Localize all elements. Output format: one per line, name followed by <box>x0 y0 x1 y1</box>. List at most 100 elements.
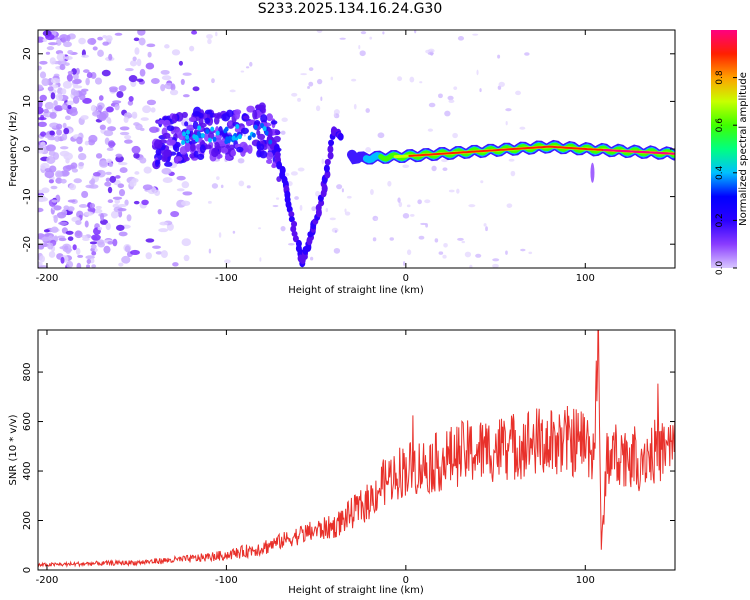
noise-speck <box>81 54 90 58</box>
noise-speck <box>50 77 61 84</box>
noise-speck <box>461 240 466 244</box>
noise-speck <box>170 83 176 91</box>
colorbar-gradient <box>711 30 737 268</box>
noise-speck <box>281 117 288 123</box>
noise-speck <box>469 264 473 268</box>
noise-speck <box>77 152 87 161</box>
noise-speck <box>150 77 160 85</box>
signal-core <box>264 130 269 136</box>
noise-speck <box>44 134 52 139</box>
signal-core <box>253 124 258 130</box>
noise-speck <box>65 230 74 235</box>
noise-speck <box>60 178 67 184</box>
noise-speck <box>520 248 526 252</box>
noise-speck <box>316 78 323 85</box>
noise-speck <box>66 100 74 106</box>
noise-speck <box>61 36 67 44</box>
noise-speck <box>372 237 377 242</box>
noise-speck <box>90 104 97 112</box>
noise-speck <box>146 43 156 48</box>
snr-y-tick-label: 0 <box>22 567 33 573</box>
noise-speck <box>160 83 166 92</box>
noise-speck <box>128 75 138 83</box>
noise-speck <box>438 251 444 255</box>
noise-speck <box>374 217 378 221</box>
noise-speck <box>39 94 47 102</box>
noise-speck <box>67 236 74 241</box>
noise-speck <box>154 189 161 196</box>
noise-speck <box>44 168 52 173</box>
spectrogram-y-tick-label: -10 <box>22 188 33 204</box>
noise-speck <box>64 56 73 60</box>
noise-speck <box>102 41 109 46</box>
noise-speck <box>294 196 299 200</box>
noise-speck <box>207 200 212 204</box>
noise-speck <box>137 30 146 36</box>
snr-series-line <box>38 330 675 568</box>
noise-speck <box>528 251 533 255</box>
noise-speck <box>215 31 218 37</box>
signal-blob <box>173 145 180 153</box>
signal-band-core <box>603 149 675 155</box>
noise-speck <box>109 175 117 183</box>
noise-speck <box>176 175 186 181</box>
noise-speck <box>382 31 385 35</box>
noise-speck <box>42 38 48 42</box>
signal-blob <box>154 160 160 168</box>
noise-speck <box>54 105 64 112</box>
noise-speck <box>65 157 70 164</box>
noise-speck <box>89 203 96 209</box>
noise-speck <box>414 30 417 34</box>
noise-speck <box>44 101 54 110</box>
noise-speck <box>453 86 458 90</box>
noise-speck <box>118 231 128 237</box>
signal-core <box>215 130 220 136</box>
signal-blob <box>323 164 330 173</box>
noise-speck <box>49 112 57 119</box>
noise-speck <box>126 214 132 222</box>
signal-blob <box>179 146 188 155</box>
noise-speck <box>78 161 85 167</box>
noise-speck <box>72 96 80 104</box>
signal-blob <box>204 117 211 124</box>
noise-speck <box>397 76 403 82</box>
signal-blob <box>166 125 175 132</box>
signal-blob <box>240 127 250 135</box>
signal-blob <box>190 143 196 152</box>
noise-speck <box>406 249 412 256</box>
noise-speck <box>272 204 279 208</box>
noise-speck <box>245 66 250 69</box>
noise-speck <box>118 203 127 208</box>
noise-speck <box>107 240 114 245</box>
noise-speck <box>524 52 530 56</box>
noise-speck <box>75 247 81 255</box>
signal-blob <box>236 146 244 153</box>
noise-speck <box>181 238 191 247</box>
noise-speck <box>119 131 130 136</box>
signal-blob <box>192 120 199 130</box>
noise-speck <box>39 60 48 65</box>
noise-speck <box>443 242 448 248</box>
noise-speck <box>172 262 179 267</box>
noise-speck <box>220 184 224 189</box>
noise-speck <box>178 60 183 66</box>
signal-blob <box>337 132 344 141</box>
noise-speck <box>50 136 56 141</box>
noise-speck <box>417 199 422 205</box>
noise-speck <box>58 221 68 226</box>
noise-speck <box>99 213 105 221</box>
signal-core <box>207 137 212 143</box>
noise-speck <box>164 44 170 49</box>
noise-speck <box>58 237 67 242</box>
signal-core <box>200 133 205 139</box>
noise-speck <box>410 214 415 217</box>
noise-speck <box>97 104 103 112</box>
noise-speck <box>89 179 95 185</box>
noise-speck <box>41 243 49 248</box>
spectrogram-image <box>38 30 675 268</box>
noise-speck <box>346 195 352 199</box>
noise-speck <box>85 255 95 260</box>
noise-speck <box>442 167 448 171</box>
noise-speck <box>307 86 311 89</box>
noise-speck <box>131 145 141 154</box>
